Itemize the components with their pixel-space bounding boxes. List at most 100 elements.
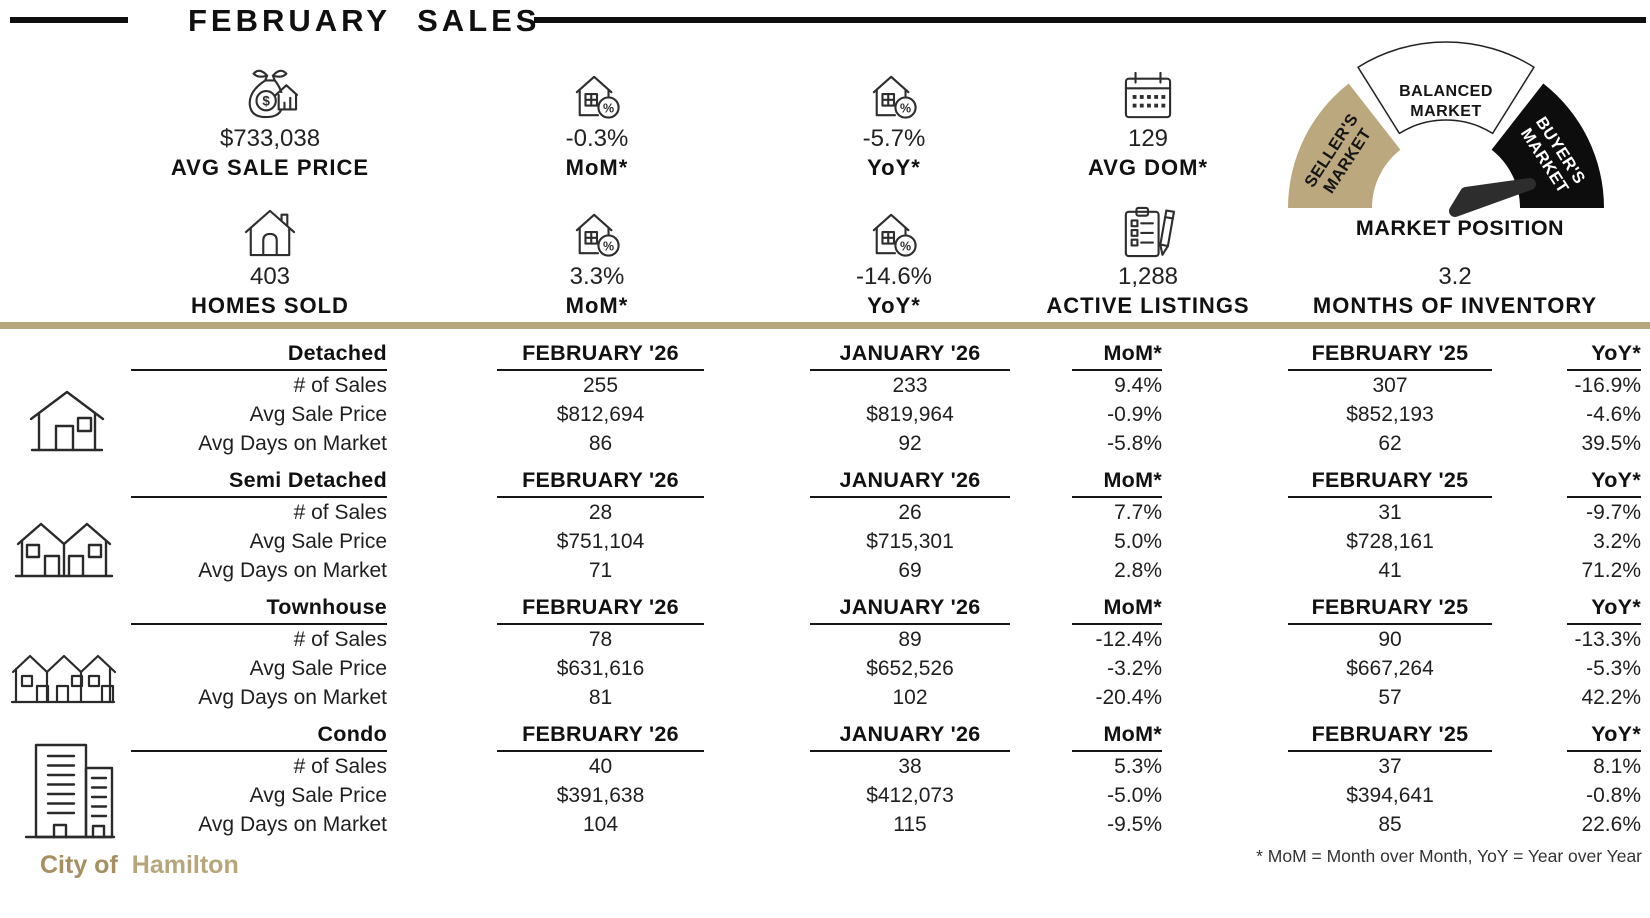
brand: City of Hamilton bbox=[40, 851, 239, 880]
table-header-cell: MoM* bbox=[1072, 592, 1162, 625]
sellers-segment bbox=[1288, 83, 1401, 208]
brand-city: Hamilton bbox=[131, 851, 239, 879]
table-value: $715,301 bbox=[866, 530, 954, 553]
table-row: Avg Sale Price $812,694 $819,964 -0.9% $852,… bbox=[0, 400, 1641, 429]
stat-label: MoM* bbox=[565, 293, 629, 318]
stat-value: 129 bbox=[1127, 125, 1169, 152]
table-value: 42.2% bbox=[1581, 686, 1641, 709]
section-name: Semi Detached bbox=[131, 465, 387, 498]
title-rule-right bbox=[534, 17, 1646, 23]
table-value: $631,616 bbox=[556, 657, 645, 680]
table-header-cell: YoY* bbox=[1567, 338, 1641, 371]
stat-label: MoM* bbox=[565, 155, 629, 180]
row-label: Avg Days on Market bbox=[198, 686, 387, 709]
table-header-cell: FEBRUARY '26 bbox=[497, 465, 704, 498]
table-value: $728,161 bbox=[1346, 530, 1434, 553]
table-section-semi-detached: Semi Detached FEBRUARY '26 JANUARY '26 MoM*… bbox=[0, 465, 1641, 585]
buyers-segment bbox=[1491, 83, 1604, 208]
table-header-cell: JANUARY '26 bbox=[810, 465, 1010, 498]
balanced-market-label: BALANCED bbox=[1399, 83, 1493, 100]
section-name: Condo bbox=[131, 719, 387, 752]
table-row: # of Sales 255 233 9.4% 307 -16.9% bbox=[0, 371, 1641, 400]
table-section-townhouse: Townhouse FEBRUARY '26 JANUARY '26 MoM* FEBR… bbox=[0, 592, 1641, 712]
stat-value: 403 bbox=[249, 263, 291, 290]
stat-value: $733,038 bbox=[219, 125, 321, 152]
table-value: $652,526 bbox=[866, 657, 954, 680]
stat-label: ACTIVE LISTINGS bbox=[1046, 293, 1250, 318]
section-name: Detached bbox=[131, 338, 387, 371]
table-value: 5.0% bbox=[1114, 530, 1162, 553]
table-value: $819,964 bbox=[866, 403, 954, 426]
stat-value: -0.3% bbox=[565, 125, 629, 152]
stat-value: -5.7% bbox=[862, 125, 926, 152]
stat-value: -14.6% bbox=[855, 263, 933, 290]
table-value: -4.6% bbox=[1586, 403, 1641, 426]
gauge-needle bbox=[1449, 178, 1536, 217]
table-value: -5.3% bbox=[1586, 657, 1641, 680]
table-value: -5.8% bbox=[1107, 432, 1162, 455]
row-label: Avg Days on Market bbox=[198, 559, 387, 582]
table-value: 57 bbox=[1378, 686, 1402, 709]
clipboard-pencil-icon bbox=[998, 204, 1298, 258]
row-label: Avg Days on Market bbox=[198, 432, 387, 455]
table-value: $812,694 bbox=[556, 403, 645, 426]
table-row: Avg Days on Market 81 102 -20.4% 57 42.2% bbox=[0, 683, 1641, 712]
section-name: Townhouse bbox=[131, 592, 387, 625]
table-value: $412,073 bbox=[866, 784, 954, 807]
house-icon bbox=[110, 204, 430, 258]
table-value: -5.0% bbox=[1107, 784, 1162, 807]
table-value: 26 bbox=[898, 501, 922, 524]
house-percent-icon: % bbox=[447, 66, 747, 120]
stat-price-mom: % -0.3% MoM* bbox=[447, 66, 747, 181]
table-section-detached: Detached FEBRUARY '26 JANUARY '26 MoM* FEBRU… bbox=[0, 338, 1641, 458]
stat-value: 3.3% bbox=[569, 263, 625, 290]
row-label: Avg Sale Price bbox=[249, 530, 387, 553]
house-percent-icon: % bbox=[447, 204, 747, 258]
table-header-cell: JANUARY '26 bbox=[810, 338, 1010, 371]
table-value: -3.2% bbox=[1107, 657, 1162, 680]
table-header-cell: MoM* bbox=[1072, 338, 1162, 371]
table-value: 92 bbox=[898, 432, 922, 455]
table-value: 307 bbox=[1372, 374, 1408, 397]
svg-text:%: % bbox=[900, 239, 911, 253]
table-header-row: Semi Detached FEBRUARY '26 JANUARY '26 MoM*… bbox=[0, 465, 1641, 498]
table-header-row: Townhouse FEBRUARY '26 JANUARY '26 MoM* FEBR… bbox=[0, 592, 1641, 625]
table-value: 102 bbox=[892, 686, 928, 709]
svg-text:%: % bbox=[900, 101, 911, 115]
table-value: 86 bbox=[588, 432, 613, 455]
table-value: 40 bbox=[588, 755, 613, 778]
table-section-condo: Condo FEBRUARY '26 JANUARY '26 MoM* FEBRUARY… bbox=[0, 719, 1641, 839]
table-header-cell: FEBRUARY '25 bbox=[1288, 592, 1492, 625]
stat-value: 3.2 bbox=[1438, 263, 1472, 290]
row-label: # of Sales bbox=[293, 755, 387, 778]
table-value: 62 bbox=[1378, 432, 1402, 455]
calendar-icon bbox=[998, 66, 1298, 120]
stat-sold-yoy: % -14.6% YoY* bbox=[744, 204, 1044, 319]
title-rule-left bbox=[10, 17, 128, 23]
stat-sold-mom: % 3.3% MoM* bbox=[447, 204, 747, 319]
table-header-row: Condo FEBRUARY '26 JANUARY '26 MoM* FEBRUARY… bbox=[0, 719, 1641, 752]
table-value: -0.8% bbox=[1586, 784, 1641, 807]
footnote: * MoM = Month over Month, YoY = Year ove… bbox=[1256, 846, 1642, 866]
table-value: -20.4% bbox=[1095, 686, 1162, 709]
table-header-cell: FEBRUARY '25 bbox=[1288, 338, 1492, 371]
table-value: 71 bbox=[588, 559, 613, 582]
table-row: # of Sales 40 38 5.3% 37 8.1% bbox=[0, 752, 1641, 781]
table-row: Avg Sale Price $751,104 $715,301 5.0% $728,1… bbox=[0, 527, 1641, 556]
table-value: 37 bbox=[1378, 755, 1402, 778]
table-header-cell: FEBRUARY '26 bbox=[497, 719, 704, 752]
table-value: 3.2% bbox=[1593, 530, 1641, 553]
table-value: 81 bbox=[588, 686, 613, 709]
table-header-row: Detached FEBRUARY '26 JANUARY '26 MoM* FEBRU… bbox=[0, 338, 1641, 371]
table-value: 90 bbox=[1378, 628, 1402, 651]
table-header-cell: JANUARY '26 bbox=[810, 719, 1010, 752]
stat-value: 1,288 bbox=[1117, 263, 1179, 290]
table-header-cell: MoM* bbox=[1072, 465, 1162, 498]
table-value: 41 bbox=[1378, 559, 1402, 582]
stat-active-listings: 1,288 ACTIVE LISTINGS bbox=[998, 204, 1298, 319]
table-value: 71.2% bbox=[1581, 559, 1641, 582]
stat-months-of-inventory: 3.2 MONTHS OF INVENTORY bbox=[1285, 204, 1625, 319]
stat-avg-sale-price: $ $733,038 AVG SALE PRICE bbox=[110, 66, 430, 181]
stat-label: YoY* bbox=[867, 155, 921, 180]
